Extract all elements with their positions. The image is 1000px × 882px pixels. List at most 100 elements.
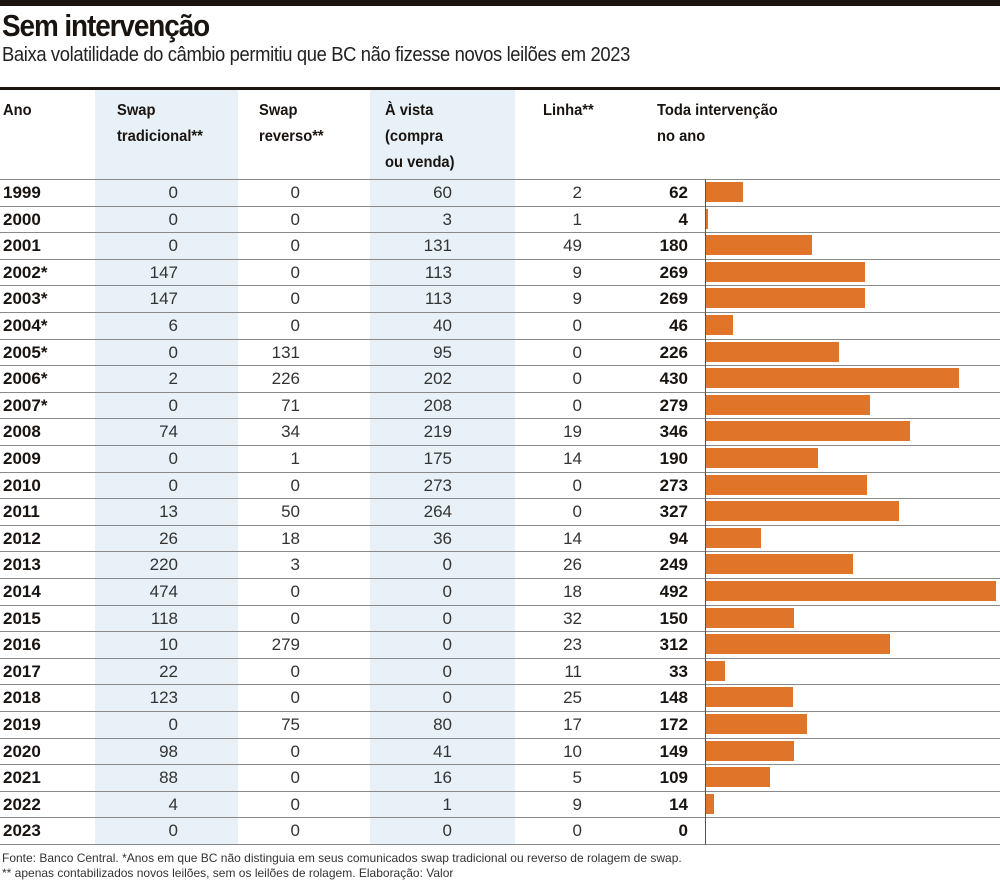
cell-total: 172 <box>659 715 688 734</box>
cell-swap-reverso: 71 <box>281 395 300 415</box>
bar-total <box>706 501 899 522</box>
row-separator <box>0 737 1000 739</box>
cell-total: 46 <box>669 316 688 335</box>
bar-total <box>706 394 871 415</box>
row-separator <box>0 604 1000 606</box>
cell-total: 4 <box>678 209 688 229</box>
cell-a-vista: 113 <box>424 262 452 282</box>
cell-total: 492 <box>659 582 688 601</box>
table-row: 2012 26 18 36 14 94 <box>0 525 1000 553</box>
bar-total <box>706 315 734 335</box>
cell-total: 269 <box>659 262 688 282</box>
shade-swap-tradicional <box>95 90 238 845</box>
cell-a-vista: 264 <box>423 502 452 522</box>
row-separator <box>0 577 1000 579</box>
cell-a-vista: 0 <box>442 608 452 628</box>
cell-swap-reverso: 0 <box>290 475 300 495</box>
cell-swap-reverso: 226 <box>271 369 300 389</box>
cell-linha: 19 <box>563 422 582 442</box>
bar-total <box>706 607 795 628</box>
cell-swap-tradicional: 0 <box>168 821 178 841</box>
row-separator <box>0 391 1000 393</box>
cell-total: 346 <box>659 422 688 442</box>
cell-total: 327 <box>659 502 688 522</box>
cell-swap-reverso: 131 <box>271 342 300 362</box>
cell-swap-reverso: 0 <box>290 661 300 681</box>
cell-swap-reverso: 0 <box>290 608 300 628</box>
bar-total <box>706 474 867 495</box>
cell-ano: 2013 <box>3 555 41 575</box>
cell-ano: 2002* <box>3 262 48 282</box>
cell-a-vista: 36 <box>433 528 452 548</box>
row-separator <box>0 365 1000 367</box>
header-line: ou venda) <box>385 154 455 171</box>
cell-swap-tradicional: 6 <box>168 316 178 335</box>
table-row: 2013 220 3 0 26 249 <box>0 551 1000 579</box>
cell-swap-reverso: 0 <box>290 794 300 814</box>
bar-total <box>706 368 960 389</box>
row-separator <box>0 817 1000 819</box>
header-ano-text: Ano <box>3 102 32 119</box>
cell-ano: 2022 <box>3 794 41 814</box>
bar-total <box>706 581 996 601</box>
cell-swap-tradicional: 98 <box>159 741 178 761</box>
cell-a-vista: 80 <box>433 715 452 734</box>
cell-a-vista: 0 <box>442 821 452 841</box>
cell-ano: 2005* <box>3 342 48 362</box>
footnote-source: Fonte: Banco Central. *Anos em que BC nã… <box>2 851 682 865</box>
header-a-vista: À vista (compra ou venda) <box>385 98 455 176</box>
cell-swap-tradicional: 474 <box>149 582 178 601</box>
row-separator <box>0 631 1000 633</box>
cell-swap-reverso: 0 <box>290 821 300 841</box>
cell-ano: 2017 <box>3 661 41 681</box>
cell-ano: 2023 <box>3 821 41 841</box>
table-row: 2023 0 0 0 0 0 <box>0 817 1000 845</box>
table-row: 2004* 6 0 40 0 46 <box>0 312 1000 340</box>
bar-total <box>706 182 743 202</box>
cell-linha: 0 <box>572 395 582 415</box>
cell-ano: 2016 <box>3 635 41 655</box>
cell-a-vista: 0 <box>442 661 452 681</box>
table-row: 2008 74 34 219 19 346 <box>0 418 1000 446</box>
cell-ano: 2010 <box>3 475 41 495</box>
row-separator <box>0 551 1000 553</box>
cell-swap-reverso: 0 <box>290 262 300 282</box>
cell-swap-tradicional: 88 <box>159 768 178 788</box>
cell-ano: 2018 <box>3 688 41 708</box>
cell-swap-tradicional: 74 <box>159 422 178 442</box>
cell-a-vista: 16 <box>433 768 452 788</box>
cell-swap-reverso: 75 <box>281 715 300 734</box>
cell-ano: 2001 <box>3 236 41 256</box>
cell-total: 0 <box>678 821 688 841</box>
cell-swap-tradicional: 0 <box>168 236 178 256</box>
cell-a-vista: 273 <box>423 475 452 495</box>
row-separator <box>0 444 1000 446</box>
table-row: 2020 98 0 41 10 149 <box>0 738 1000 766</box>
header-rule <box>0 87 1000 90</box>
cell-swap-reverso: 1 <box>290 449 300 468</box>
cell-ano: 2015 <box>3 608 41 628</box>
footnote-note: ** apenas contabilizados novos leilões, … <box>2 866 454 880</box>
cell-total: 190 <box>659 449 688 468</box>
cell-swap-reverso: 0 <box>290 316 300 335</box>
cell-total: 14 <box>669 794 688 814</box>
bar-total <box>706 448 818 468</box>
header-line: Swap <box>117 102 156 119</box>
row-separator <box>0 843 1000 845</box>
cell-linha: 5 <box>572 768 582 788</box>
cell-a-vista: 202 <box>423 369 452 389</box>
bar-total <box>706 634 890 655</box>
cell-a-vista: 1 <box>442 794 452 814</box>
cell-total: 33 <box>669 661 688 681</box>
table-row: 2018 123 0 0 25 148 <box>0 684 1000 712</box>
cell-linha: 23 <box>563 635 582 655</box>
bar-total <box>706 660 726 681</box>
cell-a-vista: 131 <box>423 236 452 256</box>
cell-swap-reverso: 18 <box>281 528 300 548</box>
cell-ano: 2020 <box>3 741 41 761</box>
shade-a-vista <box>370 90 515 845</box>
cell-linha: 14 <box>563 449 582 468</box>
row-separator <box>0 232 1000 234</box>
bar-total <box>706 793 715 814</box>
bar-total <box>706 554 853 575</box>
